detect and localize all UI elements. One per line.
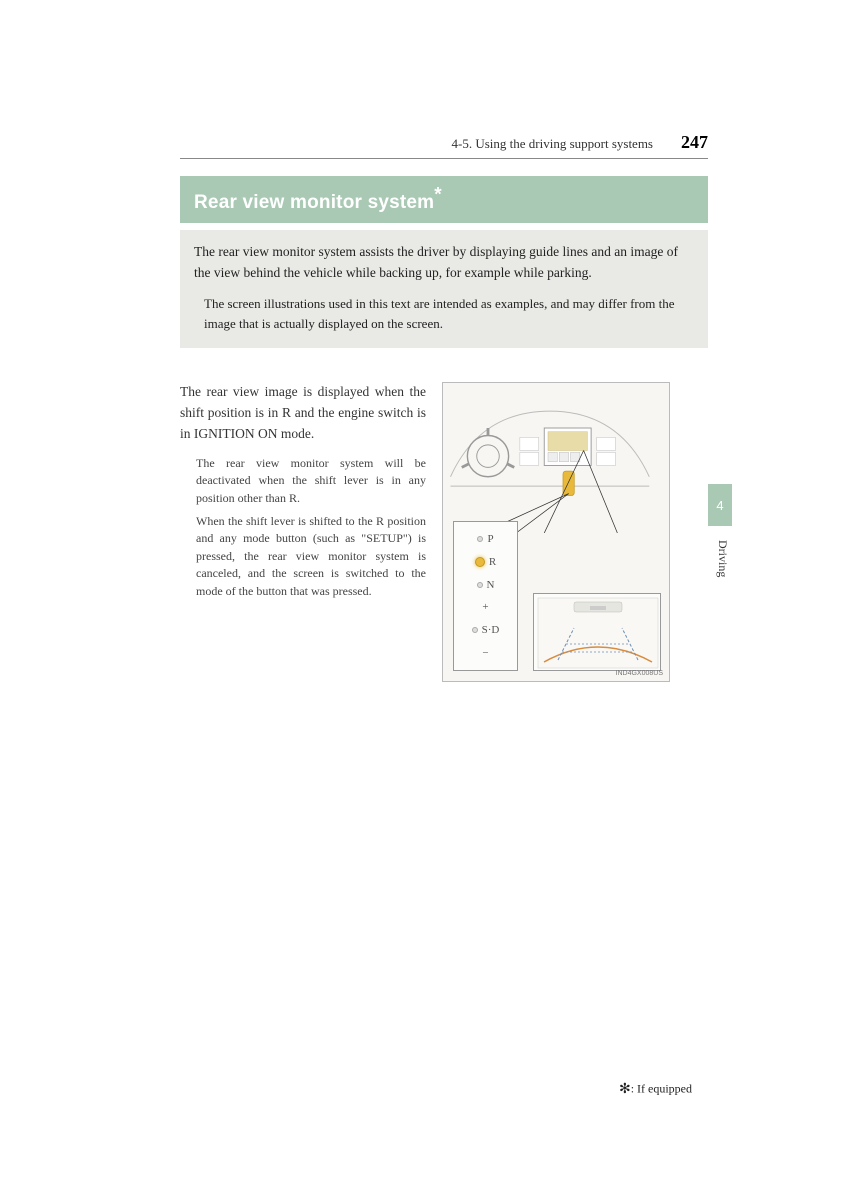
footnote-text: : If equipped (631, 1081, 692, 1095)
page-number: 247 (681, 132, 708, 153)
page-title: Rear view monitor system* (194, 192, 442, 213)
shift-position-p: P (477, 533, 493, 545)
shift-lever-panel: P R N + S·D − (453, 521, 518, 671)
body-area: The rear view image is displayed when th… (180, 382, 708, 682)
title-bar: Rear view monitor system* (180, 176, 708, 223)
shift-position-n: N (477, 579, 495, 591)
body-left-column: The rear view image is displayed when th… (180, 382, 426, 682)
intro-note-text: The screen illustrations used in this te… (194, 294, 694, 334)
rear-monitor-panel (533, 593, 661, 671)
dashboard-illustration (443, 383, 657, 533)
rear-monitor-svg (534, 594, 662, 672)
footnote-asterisk: ✻ (619, 1082, 631, 1097)
footnote: ✻: If equipped (619, 1081, 692, 1098)
chapter-tab: 4 (708, 484, 732, 526)
body-sub-paragraph-2: When the shift lever is shifted to the R… (180, 513, 426, 600)
section-label: 4-5. Using the driving support systems (452, 136, 654, 152)
title-asterisk: * (434, 185, 442, 206)
body-main-paragraph: The rear view image is displayed when th… (180, 382, 426, 445)
shift-position-sd: S·D (472, 624, 500, 636)
shift-column: P R N + S·D − (454, 522, 517, 670)
intro-box: The rear view monitor system assists the… (180, 230, 708, 348)
chapter-label: Driving (715, 540, 730, 577)
chapter-number: 4 (716, 498, 723, 513)
illustration-frame: P R N + S·D − (442, 382, 670, 682)
body-right-column: P R N + S·D − (442, 382, 670, 682)
title-text: Rear view monitor system (194, 192, 434, 213)
header-rule (180, 158, 708, 159)
intro-bold-text: The rear view monitor system assists the… (194, 242, 694, 284)
shift-position-plus: + (482, 601, 488, 613)
shift-position-minus: − (482, 647, 488, 659)
page-header: 4-5. Using the driving support systems 2… (180, 132, 708, 153)
body-sub-paragraph-1: The rear view monitor system will be dea… (180, 455, 426, 507)
page: 4-5. Using the driving support systems 2… (0, 0, 848, 1200)
shift-position-r: R (475, 556, 496, 568)
illustration-code: IND4GX008US (616, 670, 663, 677)
